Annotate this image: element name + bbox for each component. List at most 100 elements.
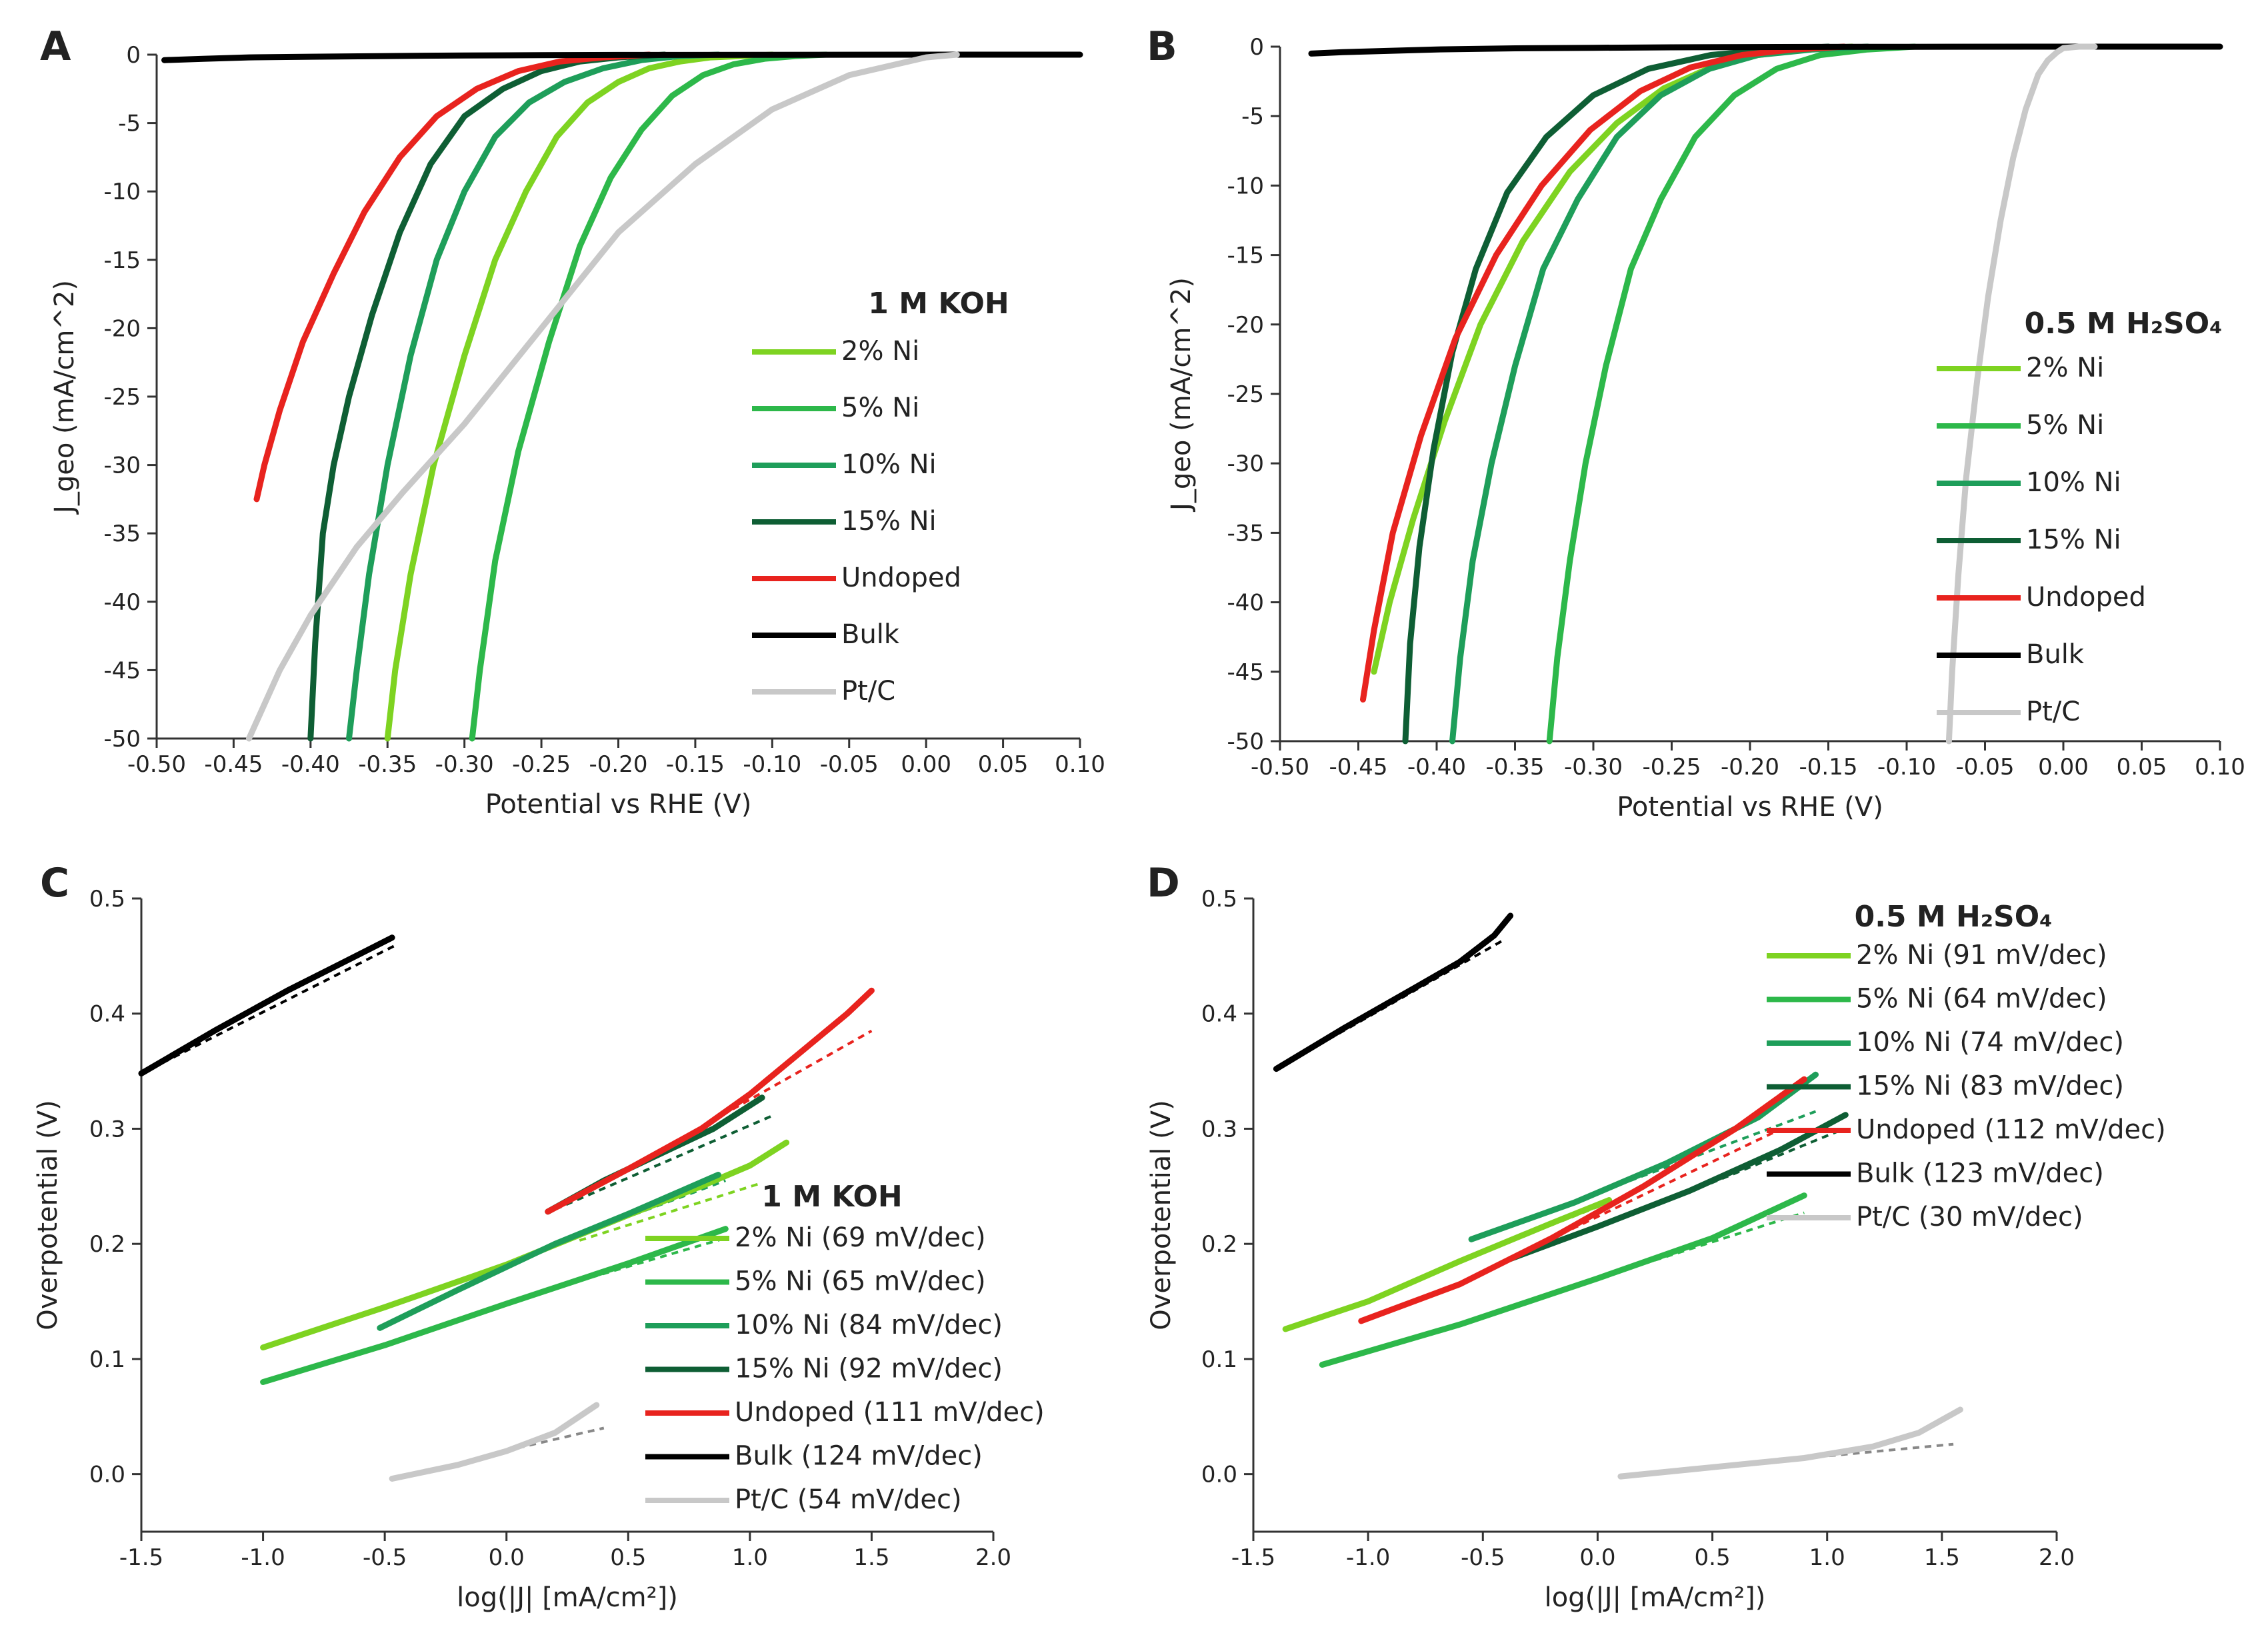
x-tick-label: -0.40 <box>281 751 340 778</box>
y-tick-label: -15 <box>103 247 141 274</box>
fit-line-bulk-123-mv-dec <box>1275 937 1507 1070</box>
series-line-undoped <box>253 51 653 503</box>
y-axis-title: J_geo (mA/cm^2) <box>49 280 80 515</box>
y-tick-label: 0.0 <box>1201 1462 1237 1488</box>
x-axis-title: Potential vs RHE (V) <box>1617 792 1883 822</box>
fit-line-15-ni-92-mv-dec <box>554 1113 775 1211</box>
legend-label-5-ni-65-mv-dec: 5% Ni (65 mV/dec) <box>735 1266 986 1297</box>
x-tick-label: -0.25 <box>512 751 571 778</box>
series-line-undoped-111-mv-dec <box>545 987 875 1215</box>
x-tick-label: 1.0 <box>1809 1544 1845 1571</box>
x-axis-title: log(|J| [mA/cm²]) <box>1545 1582 1766 1613</box>
x-tick-label: -0.10 <box>743 751 801 778</box>
series-line-pt-c-54-mv-dec <box>389 1402 600 1482</box>
legend-label-5-ni: 5% Ni <box>841 393 919 423</box>
legend-label-15-ni-83-mv-dec: 15% Ni (83 mV/dec) <box>1856 1071 2124 1102</box>
legend-label-2-ni: 2% Ni <box>841 336 919 367</box>
y-tick-label: -30 <box>1227 451 1264 477</box>
legend-label-pt-c: Pt/C <box>841 676 895 707</box>
panel-c: C -1.5 -1.0 -0.5 0.0 0.5 1.0 1.5 2.0 0.0 0.1 0.2 0.… <box>33 860 1045 1613</box>
legend-label-15-ni: 15% Ni <box>2026 525 2121 555</box>
x-tick-label: 0.10 <box>1055 751 1105 778</box>
y-axis-title: Overpotential (V) <box>1146 1100 1177 1330</box>
x-tick-label: -0.50 <box>127 751 186 778</box>
x-tick-label: 0.0 <box>1579 1544 1615 1571</box>
series-line-bulk <box>1308 43 2223 57</box>
y-tick-label: 0.1 <box>1201 1346 1237 1373</box>
x-tick-label: -0.15 <box>1799 754 1858 781</box>
y-tick-label: -40 <box>1227 590 1264 617</box>
y-axis-title: Overpotential (V) <box>33 1100 63 1330</box>
y-tick-label: 0.1 <box>89 1346 125 1373</box>
x-tick-label: -0.35 <box>358 751 417 778</box>
legend-label-10-ni-84-mv-dec: 10% Ni (84 mV/dec) <box>735 1310 1003 1340</box>
legend-label-15-ni-92-mv-dec: 15% Ni (92 mV/dec) <box>735 1354 1003 1384</box>
x-tick-label: -0.30 <box>1564 754 1623 781</box>
x-tick-label: -0.10 <box>1877 754 1936 781</box>
y-tick-label: 0.3 <box>89 1116 125 1142</box>
y-tick-label: 0.2 <box>89 1231 125 1258</box>
x-tick-label: -0.50 <box>1251 754 1309 781</box>
panel-a: A -0.50 -0.45 -0.40 -0.35 -0.30 -0.25 -0.20 -0.… <box>40 23 1105 820</box>
legend-label-10-ni: 10% Ni <box>841 449 937 480</box>
legend-title: 1 M KOH <box>868 287 1009 321</box>
panel-letter-c: C <box>40 860 69 906</box>
y-tick-label: 0.5 <box>1201 886 1237 912</box>
x-tick-label: 1.0 <box>732 1544 768 1571</box>
legend-label-undoped: Undoped <box>2026 582 2146 613</box>
x-tick-label: -1.0 <box>1346 1544 1390 1571</box>
series-line-10-ni-84-mv-dec <box>377 1172 721 1331</box>
legend-label-undoped-112-mv-dec: Undoped (112 mV/dec) <box>1856 1114 2166 1145</box>
y-tick-label: 0.4 <box>1201 1001 1237 1028</box>
y-axis-title: J_geo (mA/cm^2) <box>1166 277 1197 513</box>
x-axis-title: log(|J| [mA/cm²]) <box>457 1582 678 1613</box>
x-tick-label: 0.10 <box>2195 754 2245 781</box>
y-tick-label: -15 <box>1227 243 1264 269</box>
series-line-pt-c <box>246 51 960 742</box>
legend-label-15-ni: 15% Ni <box>841 506 937 537</box>
legend: 0.5 M H₂SO₄ 2% Ni (91 mV/dec) 5% Ni (64 mV… <box>1767 900 2166 1232</box>
x-tick-label: -0.30 <box>435 751 494 778</box>
legend-title: 0.5 M H₂SO₄ <box>2025 307 2223 341</box>
x-tick-label: -0.25 <box>1643 754 1701 781</box>
legend: 1 M KOH 2% Ni 5% Ni 10% Ni 15% Ni Undoped Bulk… <box>752 287 1009 707</box>
panel-letter-a: A <box>40 23 71 70</box>
x-axis-title: Potential vs RHE (V) <box>485 789 752 820</box>
x-tick-label: 2.0 <box>2039 1544 2075 1571</box>
series-line-2-ni-91-mv-dec <box>1282 1197 1613 1332</box>
y-tick-label: -45 <box>1227 659 1264 686</box>
x-tick-label: -0.45 <box>204 751 263 778</box>
legend-label-bulk-124-mv-dec: Bulk (124 mV/dec) <box>735 1441 983 1472</box>
series-line-15-ni <box>1402 43 1831 745</box>
legend-title: 0.5 M H₂SO₄ <box>1855 900 2053 934</box>
x-tick-label: -0.5 <box>363 1544 407 1571</box>
y-tick-label: -50 <box>1227 729 1264 755</box>
legend-label-pt-c-30-mv-dec: Pt/C (30 mV/dec) <box>1856 1202 2083 1232</box>
x-tick-label: -0.05 <box>1956 754 2015 781</box>
legend-label-10-ni-74-mv-dec: 10% Ni (74 mV/dec) <box>1856 1027 2124 1058</box>
y-tick-label: 0.3 <box>1201 1116 1237 1142</box>
series-line-5-ni-64-mv-dec <box>1319 1192 1807 1368</box>
panel-b: B -0.50 -0.45 -0.40 -0.35 -0.30 -0.25 -0.20 -0.… <box>1147 23 2245 822</box>
y-tick-label: -10 <box>1227 173 1264 199</box>
x-tick-label: -0.15 <box>666 751 725 778</box>
series-line-2-ni <box>384 51 775 742</box>
legend-title: 1 M KOH <box>761 1180 902 1214</box>
series-line-10-ni <box>346 51 721 742</box>
y-tick-label: -20 <box>103 315 141 342</box>
series-line-15-ni-83-mv-dec <box>1507 1112 1849 1262</box>
legend-label-bulk-123-mv-dec: Bulk (123 mV/dec) <box>1856 1158 2104 1189</box>
series-line-bulk <box>161 51 1083 63</box>
y-tick-label: -50 <box>103 726 141 753</box>
legend-label-undoped-111-mv-dec: Undoped (111 mV/dec) <box>735 1397 1045 1428</box>
y-tick-label: -25 <box>1227 381 1264 408</box>
y-tick-label: -25 <box>103 384 141 411</box>
x-tick-label: 0.0 <box>489 1544 525 1571</box>
x-tick-label: 1.5 <box>853 1544 889 1571</box>
y-tick-label: 0 <box>126 42 141 69</box>
y-tick-label: 0 <box>1249 34 1264 61</box>
x-tick-label: -0.20 <box>589 751 648 778</box>
x-tick-label: 0.05 <box>2117 754 2167 781</box>
x-tick-label: 0.05 <box>978 751 1029 778</box>
